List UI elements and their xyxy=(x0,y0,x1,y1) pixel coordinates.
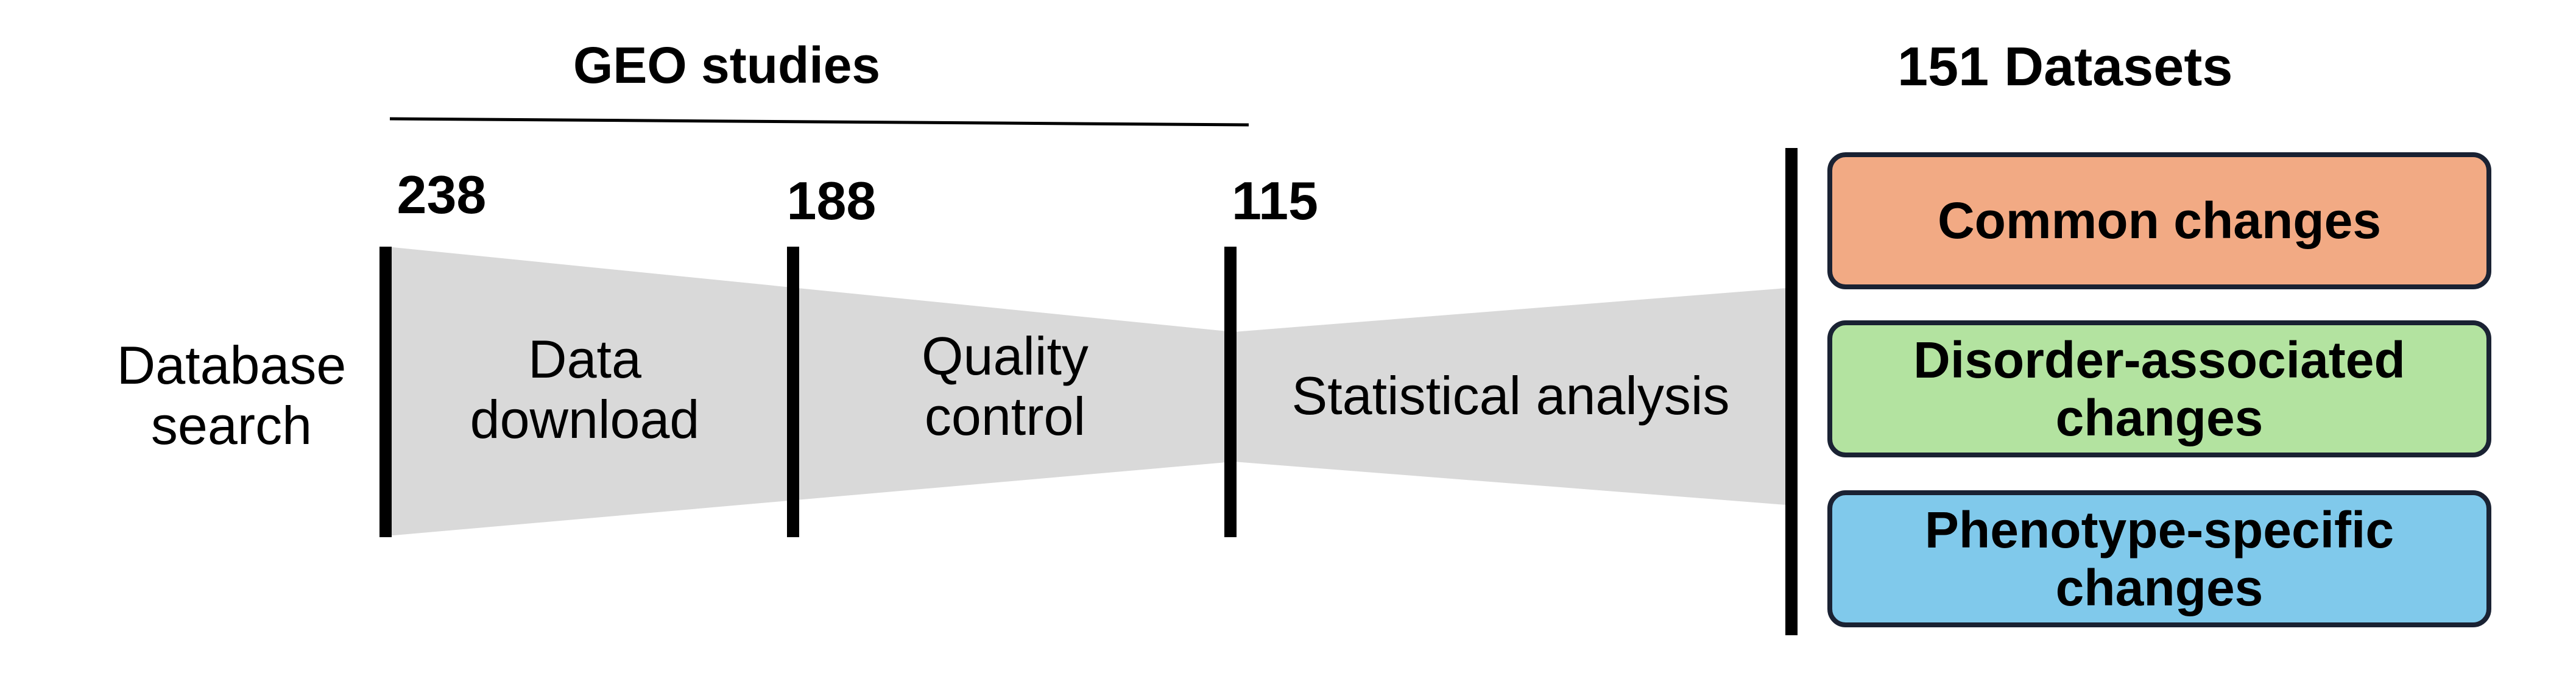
result-phenotype-specific-changes: Phenotype-specific changes xyxy=(1827,490,2491,627)
result-common-changes: Common changes xyxy=(1827,152,2491,289)
bar-datasets xyxy=(1785,148,1798,635)
datasets-title: 151 Datasets xyxy=(1897,37,2233,97)
funnel-left xyxy=(387,247,1233,536)
stage-statistical-analysis: Statistical analysis xyxy=(1291,365,1730,426)
result-disorder-associated-line2: changes xyxy=(2055,389,2264,446)
funnel-right xyxy=(1233,287,1794,506)
bar-238 xyxy=(379,247,392,537)
stage-database-search-line2: search xyxy=(150,395,312,456)
geo-studies-bracket xyxy=(389,117,1249,127)
stage-data-download: Data download xyxy=(457,329,713,450)
result-phenotype-specific-line1: Phenotype-specific xyxy=(1924,501,2394,558)
bar-188 xyxy=(787,247,799,537)
result-disorder-associated-line1: Disorder-associated xyxy=(1913,331,2405,389)
geo-studies-title: GEO studies xyxy=(573,37,881,94)
count-238: 238 xyxy=(397,164,487,225)
result-disorder-associated-changes: Disorder-associated changes xyxy=(1827,320,2491,457)
count-115: 115 xyxy=(1232,171,1318,231)
stage-quality-control-line2: control xyxy=(924,386,1086,447)
stage-database-search: Database search xyxy=(104,335,359,456)
stage-data-download-line2: download xyxy=(470,389,700,450)
result-common-changes-line1: Common changes xyxy=(1937,192,2382,250)
stage-quality-control-line1: Quality xyxy=(922,326,1089,386)
stage-database-search-line1: Database xyxy=(116,335,347,395)
stage-data-download-line1: Data xyxy=(528,329,641,389)
stage-quality-control: Quality control xyxy=(877,326,1133,447)
count-188: 188 xyxy=(786,171,877,231)
result-phenotype-specific-line2: changes xyxy=(2055,558,2264,616)
bar-115 xyxy=(1224,247,1237,537)
